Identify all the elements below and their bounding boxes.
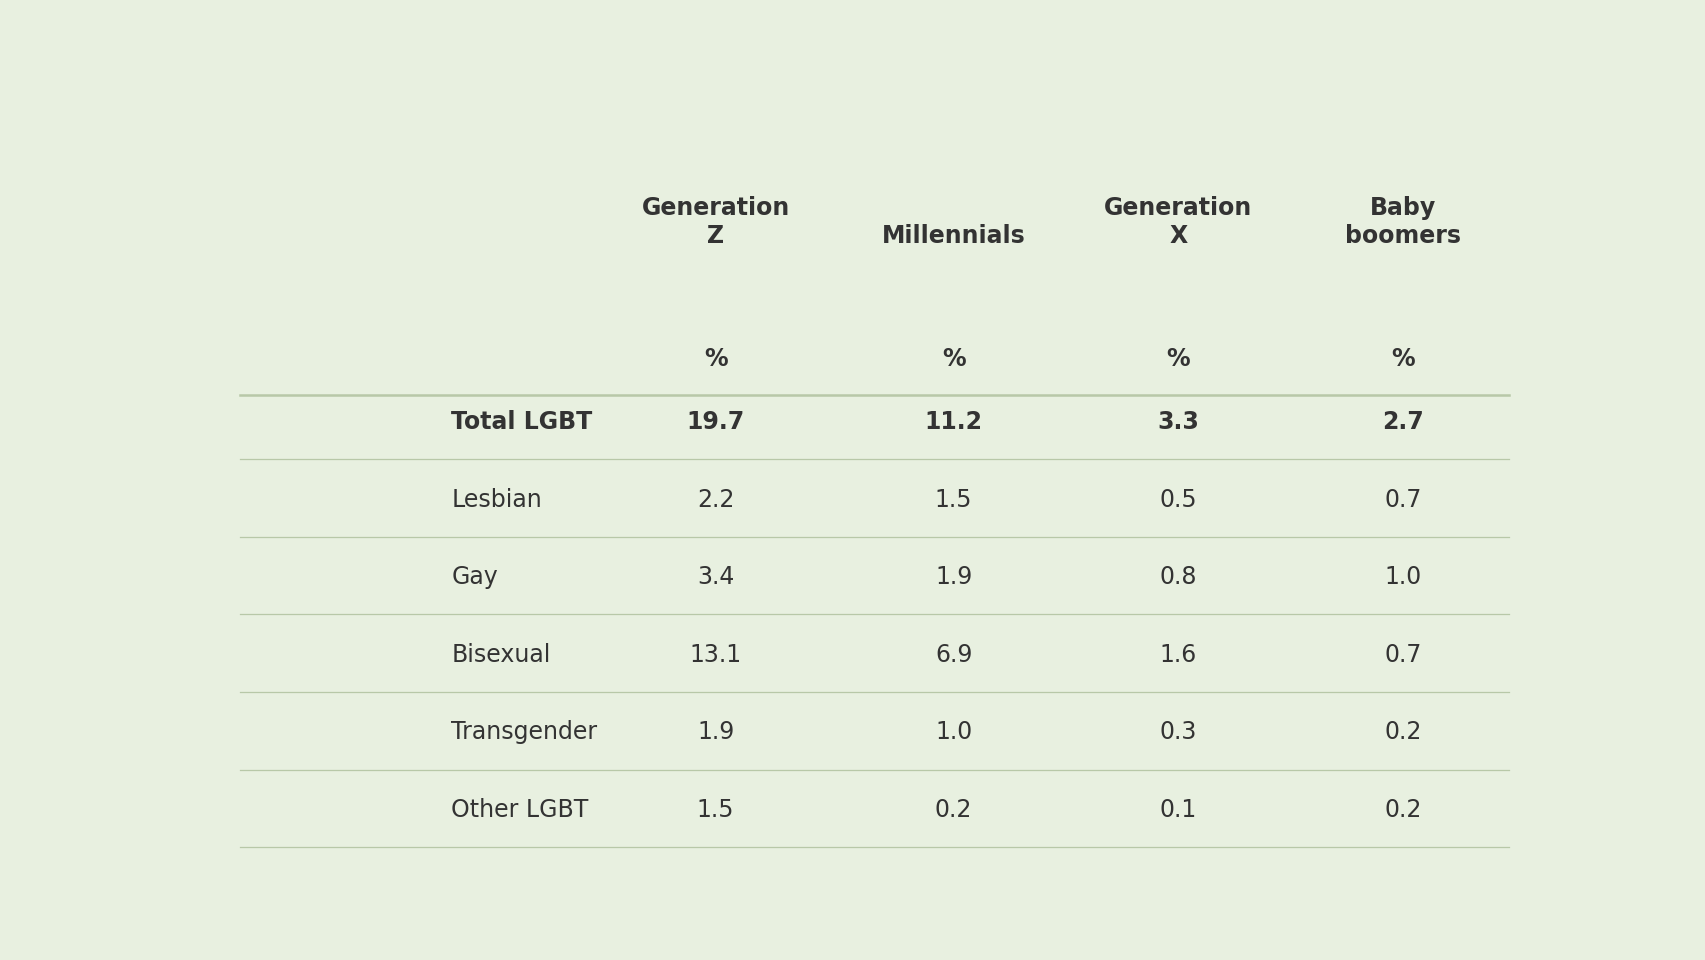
Text: 1.5: 1.5 [697,798,733,822]
Text: Generation
Z: Generation Z [641,197,789,249]
Text: 2.2: 2.2 [697,488,733,512]
Text: 1.6: 1.6 [1159,643,1197,667]
Text: 0.7: 0.7 [1384,488,1420,512]
Text: 3.4: 3.4 [697,565,733,589]
Text: Millennials: Millennials [881,225,1025,249]
Text: 2.7: 2.7 [1381,410,1424,434]
Text: 0.3: 0.3 [1159,720,1197,744]
Text: 1.9: 1.9 [697,720,733,744]
Text: %: % [941,348,965,372]
Text: 1.9: 1.9 [934,565,972,589]
Text: %: % [1391,348,1413,372]
Text: 13.1: 13.1 [689,643,742,667]
Text: Baby
boomers: Baby boomers [1345,197,1459,249]
Text: 0.1: 0.1 [1159,798,1197,822]
Text: 1.0: 1.0 [1384,565,1420,589]
Text: %: % [704,348,726,372]
Text: Generation
X: Generation X [1103,197,1251,249]
Text: 0.2: 0.2 [1384,720,1420,744]
Text: Gay: Gay [450,565,498,589]
Text: 0.5: 0.5 [1159,488,1197,512]
Text: Lesbian: Lesbian [450,488,542,512]
Text: 3.3: 3.3 [1156,410,1199,434]
Text: Total LGBT: Total LGBT [450,410,592,434]
Text: 1.0: 1.0 [934,720,972,744]
Text: 0.2: 0.2 [934,798,972,822]
Text: 1.5: 1.5 [934,488,972,512]
Text: Other LGBT: Other LGBT [450,798,588,822]
Text: 6.9: 6.9 [934,643,972,667]
Text: 0.7: 0.7 [1384,643,1420,667]
Text: 0.8: 0.8 [1159,565,1197,589]
Text: 19.7: 19.7 [685,410,745,434]
Text: 0.2: 0.2 [1384,798,1420,822]
Text: Transgender: Transgender [450,720,597,744]
Text: 11.2: 11.2 [924,410,982,434]
Text: %: % [1166,348,1190,372]
Text: Bisexual: Bisexual [450,643,551,667]
